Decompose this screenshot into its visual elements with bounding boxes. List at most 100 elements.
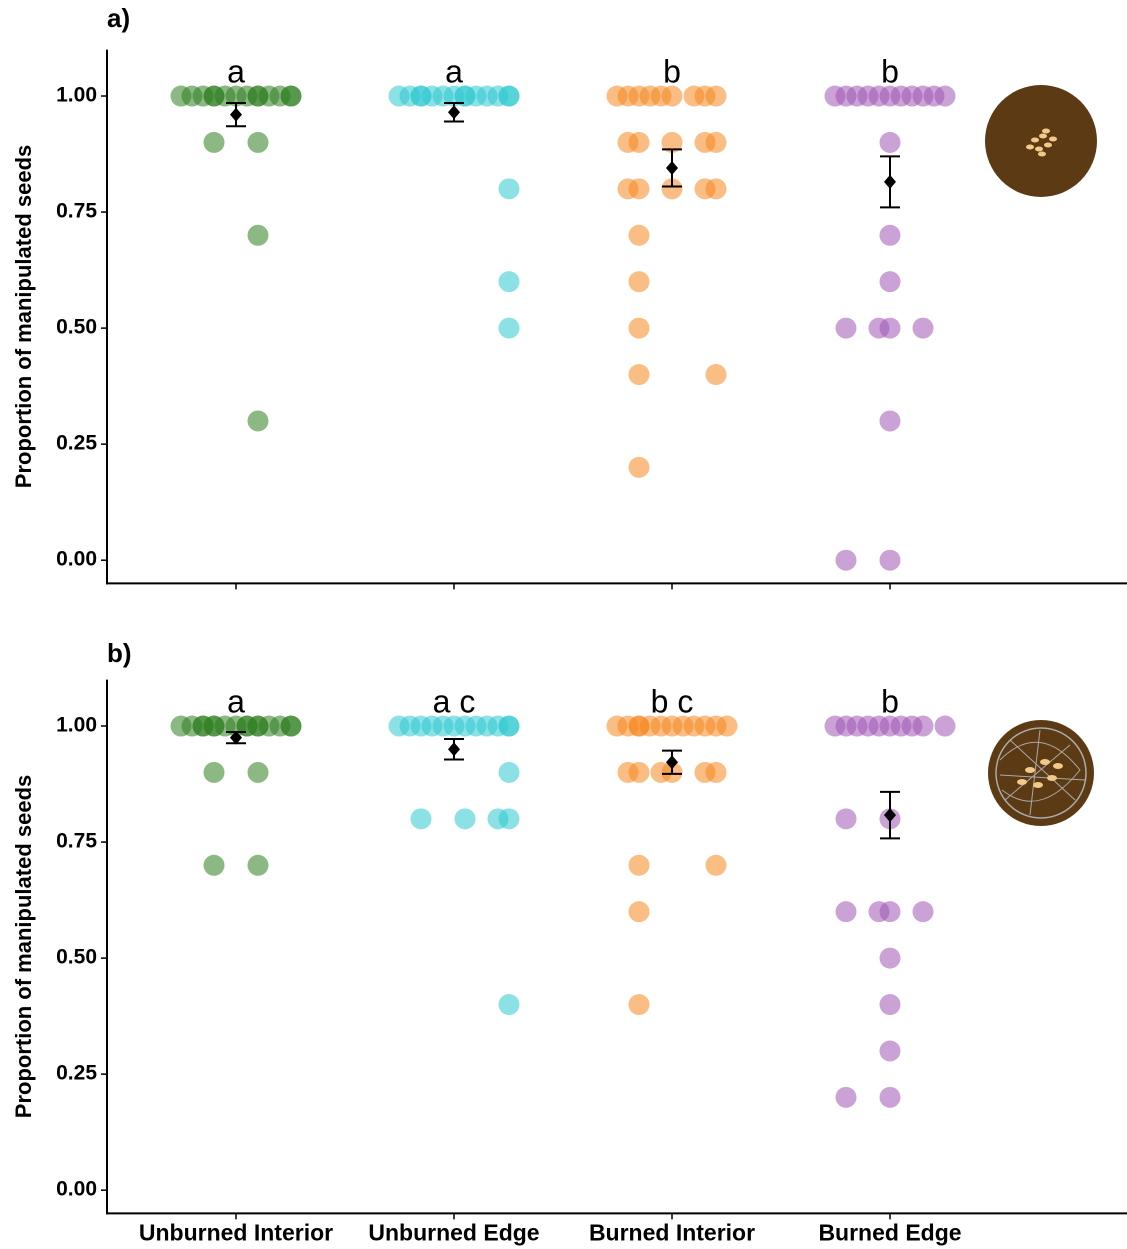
figure: a)Proportion of manipulated seeds0.000.2… [0,0,1127,1249]
data-point [880,1087,901,1108]
data-point [913,901,934,922]
data-point [607,716,628,737]
data-point [204,762,225,783]
data-point [836,808,857,829]
data-point [880,132,901,153]
data-point [836,901,857,922]
data-point [618,178,639,199]
data-point [913,318,934,339]
data-point [880,948,901,969]
data-point [836,318,857,339]
data-point [836,1087,857,1108]
data-point [695,762,716,783]
icon-disk [985,85,1097,197]
data-point [499,178,520,199]
group-letter: b [881,683,899,719]
data-point [847,716,868,737]
data-point [389,716,410,737]
data-point [171,716,192,737]
data-point [411,808,432,829]
y-axis-label: Proportion of manipulated seeds [11,775,36,1118]
data-point [193,716,214,737]
group-letter: a [227,683,245,719]
data-point [880,271,901,292]
data-point [880,225,901,246]
data-point [629,855,650,876]
data-point [695,178,716,199]
data-point [171,86,192,107]
data-point [629,271,650,292]
data-point [618,132,639,153]
x-tick-label: Unburned Interior [139,1219,333,1245]
x-tick-label: Unburned Edge [368,1219,539,1245]
y-axis-label: Proportion of manipulated seeds [11,145,36,488]
data-point [248,410,269,431]
y-tick-label: 0.75 [56,830,97,853]
data-point [499,318,520,339]
data-point [455,808,476,829]
data-point [499,994,520,1015]
mean-marker [230,108,242,122]
y-tick-label: 0.50 [56,316,97,339]
mean-marker [884,175,896,189]
data-point [880,550,901,571]
data-point [651,762,672,783]
mean-marker [448,105,460,119]
data-point [717,716,738,737]
data-point [880,410,901,431]
y-tick-label: 0.75 [56,200,97,223]
data-point [248,762,269,783]
data-point [847,86,868,107]
data-point [640,86,661,107]
data-point [618,762,639,783]
icon-caged [988,720,1094,826]
y-tick-label: 1.00 [56,714,97,737]
mean-marker [448,742,460,756]
data-point [248,225,269,246]
data-point [411,86,432,107]
group-letter: b [881,53,899,89]
x-tick-label: Burned Edge [818,1219,961,1245]
data-point [248,132,269,153]
data-point [629,994,650,1015]
data-point [935,716,956,737]
data-point [629,901,650,922]
data-point [869,318,890,339]
data-point [389,86,410,107]
group-letter: a c [433,683,476,719]
data-point [499,762,520,783]
data-point [499,86,520,107]
data-point [204,86,225,107]
group-letter: b c [651,683,694,719]
data-point [924,86,945,107]
y-tick-label: 0.25 [56,1062,97,1085]
y-tick-label: 0.00 [56,1178,97,1201]
data-point [629,457,650,478]
data-point [706,364,727,385]
icon-bare [985,85,1097,197]
data-point [281,86,302,107]
data-point [248,86,269,107]
group-letter: a [227,53,245,89]
y-tick-label: 0.25 [56,432,97,455]
data-point [629,225,650,246]
data-point [248,855,269,876]
data-point [281,716,302,737]
data-point [869,901,890,922]
data-point [684,86,705,107]
y-tick-label: 0.00 [56,548,97,571]
group-letter: b [663,53,681,89]
data-point [499,271,520,292]
data-point [629,318,650,339]
y-tick-label: 0.50 [56,946,97,969]
group-letter: a [445,53,463,89]
data-point [836,550,857,571]
data-point [825,86,846,107]
data-point [629,364,650,385]
data-point [880,1040,901,1061]
x-tick-label: Burned Interior [589,1219,755,1245]
data-point [204,855,225,876]
data-point [204,132,225,153]
y-tick-label: 1.00 [56,84,97,107]
mean-marker [666,161,678,175]
